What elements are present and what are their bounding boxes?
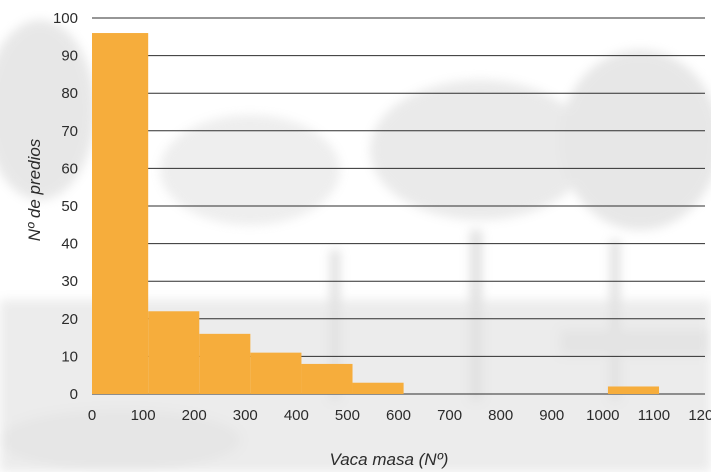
y-tick-label: 50 [61, 198, 78, 215]
y-tick-label: 0 [70, 386, 78, 403]
histogram-bar-6 [607, 386, 660, 394]
y-axis-title: Nº de predios [25, 138, 44, 241]
x-axis-title: Vaca masa (Nº) [330, 450, 449, 469]
x-tick-label: 1000 [586, 407, 619, 424]
background-photo [0, 20, 711, 472]
histogram-bar-4 [301, 363, 353, 394]
y-tick-label: 40 [61, 236, 78, 253]
histogram-bar-0 [92, 33, 149, 394]
x-axis-ticks: 0 100 200 300 400 500 600 700 800 900 1000 1100 1200 [88, 407, 711, 424]
x-tick-label: 700 [437, 407, 462, 424]
x-tick-label: 1200 [688, 407, 711, 424]
histogram-bar-2 [199, 333, 251, 394]
y-tick-label: 100 [53, 10, 78, 27]
x-tick-label: 900 [539, 407, 564, 424]
histogram-bar-1 [148, 311, 200, 394]
y-tick-label: 30 [61, 273, 78, 290]
x-tick-label: 800 [488, 407, 513, 424]
x-tick-label: 200 [182, 407, 207, 424]
x-tick-label: 100 [131, 407, 156, 424]
x-tick-label: 1100 [638, 407, 670, 424]
y-tick-label: 90 [61, 48, 78, 65]
y-tick-label: 60 [61, 160, 78, 177]
bars [92, 33, 660, 394]
y-tick-label: 80 [61, 85, 78, 102]
y-tick-label: 20 [61, 311, 78, 328]
x-tick-label: 400 [284, 407, 309, 424]
x-tick-label: 0 [88, 407, 96, 424]
histogram-bar-3 [250, 352, 302, 394]
x-tick-label: 300 [233, 407, 258, 424]
x-tick-label: 500 [335, 407, 360, 424]
x-tick-label: 600 [386, 407, 411, 424]
y-axis-ticks: 0 10 20 30 40 50 60 70 80 90 100 [53, 10, 78, 403]
gridlines [92, 17, 705, 395]
y-tick-label: 70 [61, 123, 78, 140]
y-tick-label: 10 [61, 348, 78, 365]
histogram-bar-5 [352, 382, 404, 394]
